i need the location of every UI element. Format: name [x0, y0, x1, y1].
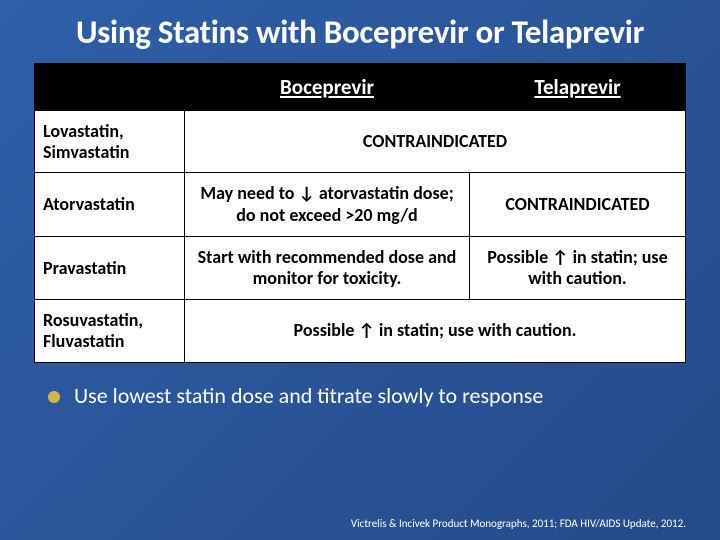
arrow-up-icon	[552, 246, 568, 268]
col-header-blank	[35, 63, 185, 110]
row-label: Lovastatin, Simvastatin	[35, 110, 185, 172]
cell-suffix: in statin; use with caution.	[375, 319, 577, 341]
col-header-telaprevir: Telaprevir	[470, 63, 686, 110]
table-header: Boceprevir Telaprevir	[35, 63, 686, 110]
citation-text: Victrelis & Incivek Product Monographs, …	[351, 517, 686, 530]
col-header-boceprevir: Boceprevir	[185, 63, 470, 110]
table-header-row: Boceprevir Telaprevir	[35, 63, 686, 110]
bullet-item: Use lowest statin dose and titrate slowl…	[34, 383, 686, 409]
row-cell: CONTRAINDICATED	[470, 173, 686, 236]
cell-prefix: Possible	[294, 319, 359, 341]
arrow-up-icon	[359, 319, 375, 341]
row-label: Atorvastatin	[35, 173, 185, 236]
row-cell: May need to atorvastatin dose; do not ex…	[185, 173, 470, 236]
bullet-text: Use lowest statin dose and titrate slowl…	[74, 383, 543, 409]
row-cell: Start with recommended dose and monitor …	[185, 236, 470, 299]
row-cell: Possible in statin; use with caution.	[185, 300, 686, 362]
slide-title: Using Statins with Boceprevir or Telapre…	[34, 14, 686, 51]
cell-prefix: Possible	[487, 246, 552, 268]
row-cell: CONTRAINDICATED	[185, 110, 686, 172]
slide: Using Statins with Boceprevir or Telapre…	[0, 0, 720, 540]
statin-table: Boceprevir Telaprevir Lovastatin, Simvas…	[34, 63, 686, 363]
table-row: Rosuvastatin, Fluvastatin Possible in st…	[35, 300, 686, 362]
arrow-down-icon	[299, 182, 315, 204]
table-row: Atorvastatin May need to atorvastatin do…	[35, 173, 686, 236]
table-row: Lovastatin, Simvastatin CONTRAINDICATED	[35, 110, 686, 172]
row-cell: Possible in statin; use with caution.	[470, 236, 686, 299]
bullet-dot-icon	[48, 391, 60, 403]
row-label: Pravastatin	[35, 236, 185, 299]
cell-prefix: May need to	[200, 182, 298, 204]
table-body: Lovastatin, Simvastatin CONTRAINDICATED …	[35, 110, 686, 362]
row-label: Rosuvastatin, Fluvastatin	[35, 300, 185, 362]
table-row: Pravastatin Start with recommended dose …	[35, 236, 686, 299]
